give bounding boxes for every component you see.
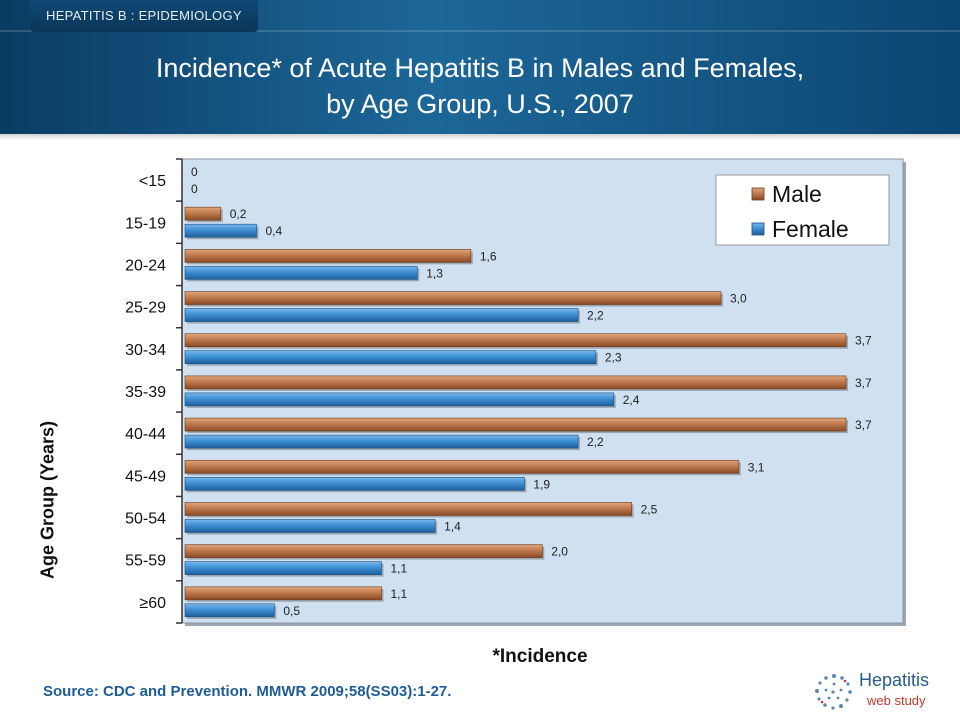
y-tick-label: 25-29 <box>125 300 166 317</box>
data-label: 0,5 <box>283 604 300 618</box>
bar-male <box>184 502 632 516</box>
logo-subtitle: web study <box>867 693 926 708</box>
bar-female <box>184 561 382 575</box>
bar-female <box>184 308 579 322</box>
y-tick-label: 15-19 <box>125 215 166 232</box>
data-label: 2,5 <box>641 502 658 516</box>
bar-male <box>184 586 382 601</box>
y-tick-label: 55-59 <box>125 553 166 570</box>
data-label: 3,7 <box>855 334 872 348</box>
data-label: 0,4 <box>265 224 282 238</box>
data-label: 0 <box>191 165 198 179</box>
data-label: 2,4 <box>623 393 640 407</box>
data-label: 2,2 <box>587 435 604 449</box>
y-tick-label: 30-34 <box>125 342 166 359</box>
data-label: 2,3 <box>605 351 622 365</box>
data-label: 3,0 <box>730 292 747 306</box>
data-label: 1,3 <box>426 266 443 280</box>
bar-male <box>184 375 847 390</box>
legend-label: Male <box>772 181 822 207</box>
data-label: 1,1 <box>391 587 408 601</box>
bar-male <box>184 544 543 558</box>
legend-swatch-male <box>751 187 765 201</box>
data-label: 1,4 <box>444 519 461 533</box>
header-divider <box>0 30 960 32</box>
bar-female <box>184 603 275 618</box>
bar-female <box>184 350 597 365</box>
source-citation: Source: CDC and Prevention. MMWR 2009;58… <box>43 683 452 700</box>
bar-female <box>184 476 525 491</box>
data-label: 0,2 <box>230 207 247 221</box>
legend-box <box>715 174 890 246</box>
section-tag: HEPATITIS B : EPIDEMIOLOGY <box>30 0 258 32</box>
y-tick-label: <15 <box>139 173 166 190</box>
legend-label: Female <box>772 216 849 242</box>
y-tick-label: 20-24 <box>125 257 166 274</box>
bar-male <box>184 206 222 221</box>
dots-logo-icon <box>815 674 852 710</box>
bar-female <box>184 223 257 238</box>
bar-male <box>184 333 847 348</box>
bar-male <box>184 417 847 432</box>
bar-male <box>184 459 740 474</box>
data-label: 3,1 <box>748 460 765 474</box>
y-tick-label: 40-44 <box>125 426 166 443</box>
data-label: 3,7 <box>855 376 872 390</box>
page-title: Incidence* of Acute Hepatitis B in Males… <box>0 50 960 122</box>
data-label: 1,6 <box>480 249 497 263</box>
data-label: 1,1 <box>391 562 408 576</box>
bar-female <box>184 519 436 533</box>
data-label: 3,7 <box>855 418 872 432</box>
y-tick-label: 35-39 <box>125 384 166 401</box>
data-label: 1,9 <box>533 477 550 491</box>
bar-female <box>184 434 579 449</box>
hepatitis-logo: Hepatitis web study <box>812 668 952 714</box>
data-label: 2,0 <box>551 545 568 559</box>
bar-male <box>184 291 722 305</box>
bar-female <box>184 266 418 280</box>
y-tick-label: ≥60 <box>139 595 166 612</box>
x-axis-label: *Incidence <box>492 646 588 667</box>
logo-name: Hepatitis <box>859 670 930 690</box>
title-line-2: by Age Group, U.S., 2007 <box>326 89 634 119</box>
legend: Male Female <box>715 174 890 246</box>
y-tick-label: 45-49 <box>125 468 166 485</box>
y-tick-label: 50-54 <box>125 511 166 528</box>
data-label: 2,2 <box>587 309 604 323</box>
bar-male <box>184 249 472 263</box>
header-shadow <box>0 134 960 140</box>
legend-swatch-female <box>751 222 765 236</box>
y-axis-label: Age Group (Years) <box>37 420 58 580</box>
bar-female <box>184 392 615 407</box>
title-line-1: Incidence* of Acute Hepatitis B in Males… <box>155 53 805 83</box>
data-label: 0 <box>191 182 198 196</box>
